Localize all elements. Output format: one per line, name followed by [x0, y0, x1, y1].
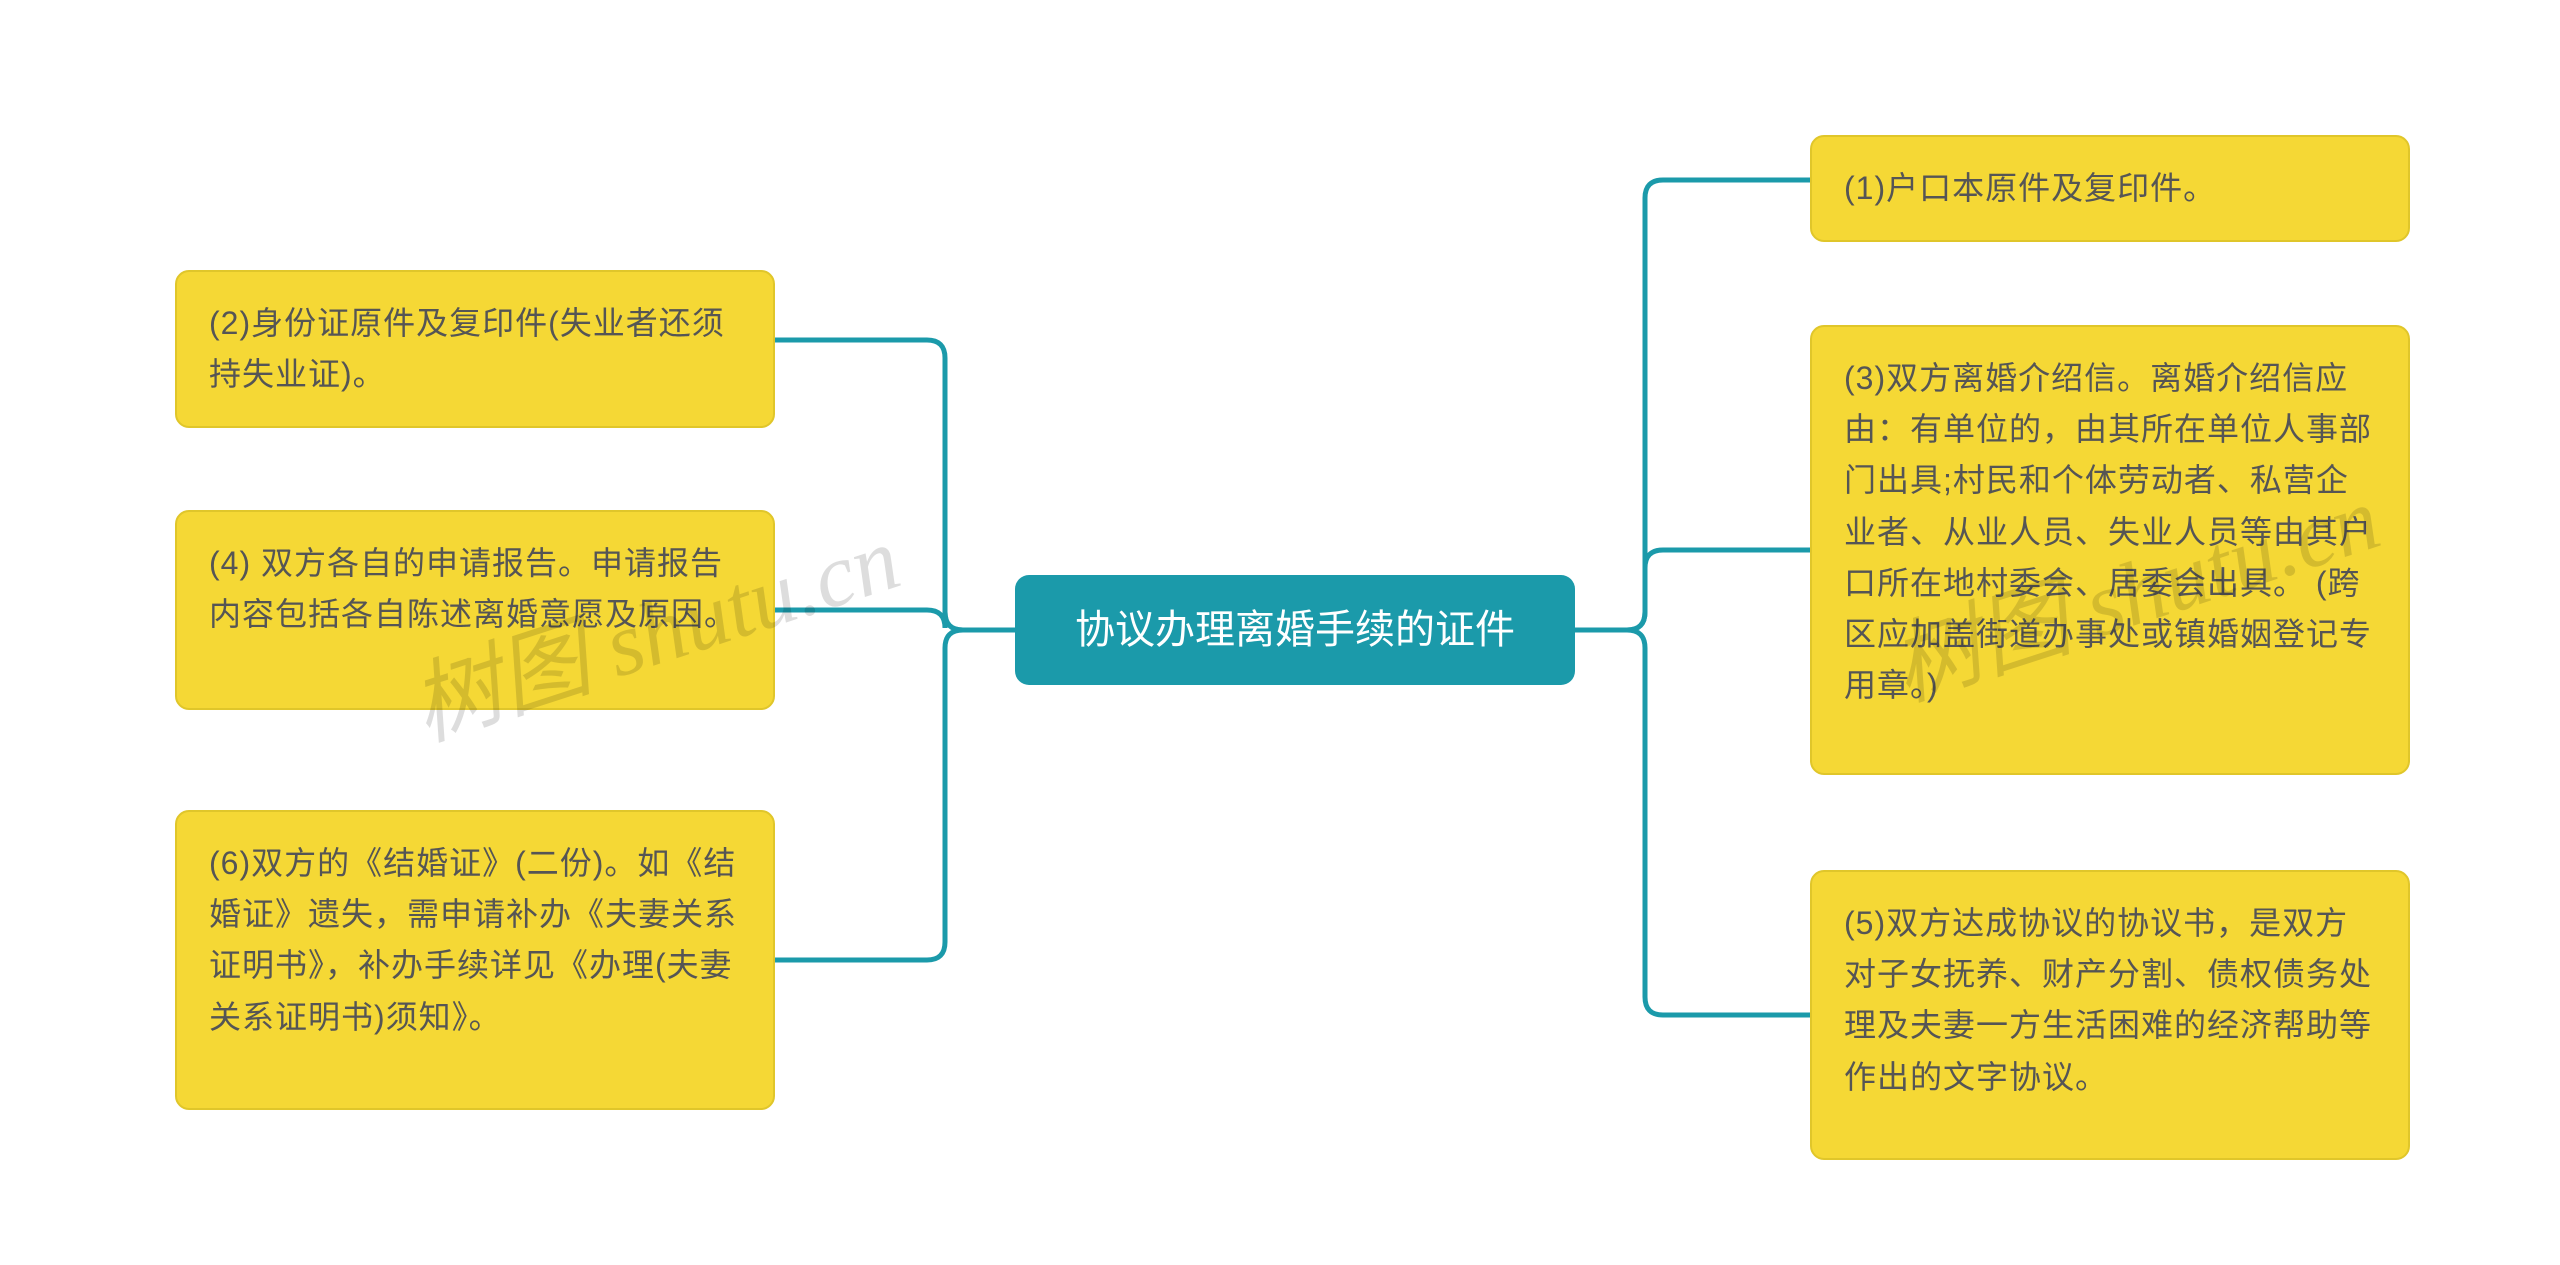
node-item2: (2)身份证原件及复印件(失业者还须持失业证)。: [175, 270, 775, 428]
node-item1: (1)户口本原件及复印件。: [1810, 135, 2410, 242]
node-item4: (4) 双方各自的申请报告。申请报告内容包括各自陈述离婚意愿及原因。: [175, 510, 775, 710]
node-item1-text: (1)户口本原件及复印件。: [1844, 170, 2216, 206]
node-item2-text: (2)身份证原件及复印件(失业者还须持失业证)。: [209, 305, 725, 392]
node-item6-text: (6)双方的《结婚证》(二份)。如《结婚证》遗失，需申请补办《夫妻关系证明书》，…: [209, 845, 737, 1035]
node-item3-text: (3)双方离婚介绍信。离婚介绍信应由：有单位的，由其所在单位人事部门出具;村民和…: [1844, 360, 2372, 703]
center-node-text: 协议办理离婚手续的证件: [1075, 598, 1515, 662]
node-item3: (3)双方离婚介绍信。离婚介绍信应由：有单位的，由其所在单位人事部门出具;村民和…: [1810, 325, 2410, 775]
node-item4-text: (4) 双方各自的申请报告。申请报告内容包括各自陈述离婚意愿及原因。: [209, 545, 737, 632]
node-item5-text: (5)双方达成协议的协议书，是双方对子女抚养、财产分割、债权债务处理及夫妻一方生…: [1844, 905, 2372, 1095]
node-item6: (6)双方的《结婚证》(二份)。如《结婚证》遗失，需申请补办《夫妻关系证明书》，…: [175, 810, 775, 1110]
mindmap-container: 协议办理离婚手续的证件 (2)身份证原件及复印件(失业者还须持失业证)。 (4)…: [0, 0, 2560, 1265]
center-node: 协议办理离婚手续的证件: [1015, 575, 1575, 685]
node-item5: (5)双方达成协议的协议书，是双方对子女抚养、财产分割、债权债务处理及夫妻一方生…: [1810, 870, 2410, 1160]
